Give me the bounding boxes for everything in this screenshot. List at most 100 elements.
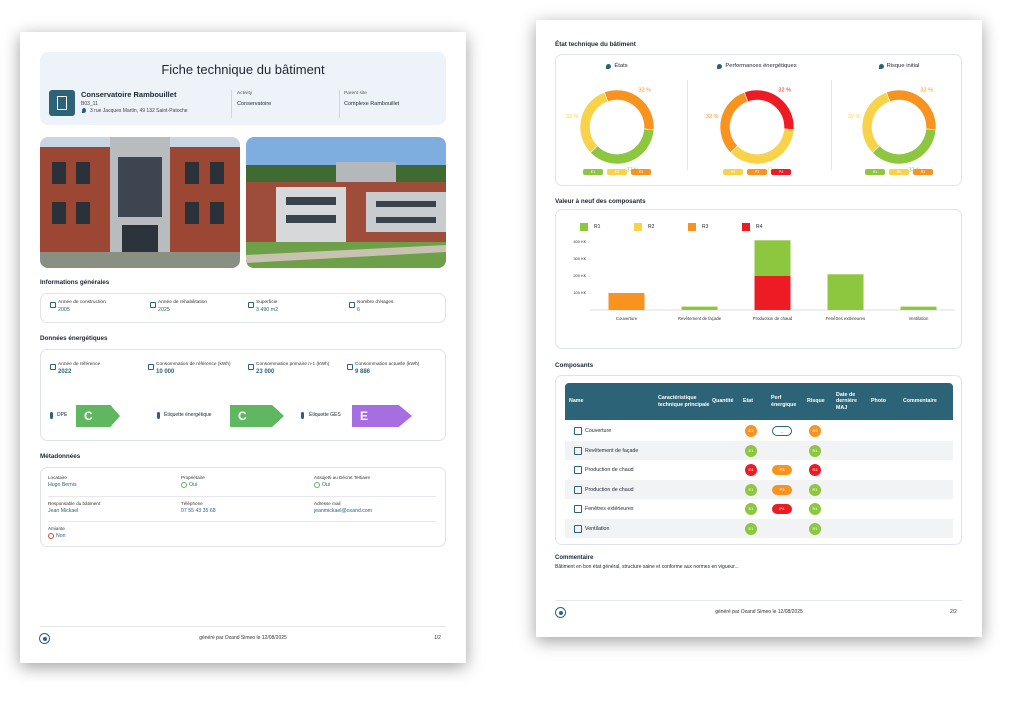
- legend-chip-label: R3: [920, 170, 926, 174]
- section-heading: Métadonnées: [40, 453, 81, 460]
- status-chip: E1: [745, 522, 757, 535]
- component-name: Revêtement de façade: [585, 447, 639, 454]
- meta-value: Non: [56, 533, 66, 539]
- section-box: [555, 375, 962, 545]
- status-chip-label: P3: [779, 467, 785, 472]
- activity-value: Conservatoire: [237, 101, 272, 107]
- section-heading: État technique du bâtiment: [555, 41, 636, 48]
- info-item: Consommation de référence (kWh) 10 000: [148, 362, 236, 375]
- legend-chip: E3: [631, 169, 651, 175]
- meta-label: Adresse mail: [314, 501, 341, 506]
- grade-label: Étiquette énergétique: [164, 412, 212, 418]
- info-item: Consommation primaire n-1 (kWh) 23 000: [248, 362, 336, 375]
- status-chip-label: R4: [812, 467, 818, 472]
- grade-icon: [301, 412, 304, 419]
- info-label: Consommation actuelle (kWh): [355, 362, 420, 367]
- column-header: Commentaire: [903, 398, 937, 405]
- info-icon: [50, 364, 56, 370]
- section-box: [40, 467, 446, 547]
- meta-value: Oui: [189, 482, 198, 488]
- donut-title: États: [557, 63, 677, 69]
- meta-label: Propriétaire: [181, 475, 205, 480]
- building-code: B03_11: [81, 101, 98, 107]
- legend-chip-label: E3: [638, 170, 644, 174]
- legend-label: R3: [702, 224, 709, 230]
- x-tick-label: Production de chaud: [752, 316, 793, 321]
- page-one: Fiche technique du bâtiment Conservatoire…: [20, 32, 466, 663]
- donut-segment: [579, 91, 609, 154]
- status-chip-label: --: [780, 429, 784, 434]
- page-two-graphics: 32 %37 %32 %32 %37 %32 %32 %37 %32 %100 …: [566, 88, 955, 311]
- document-title: Fiche technique du bâtiment: [161, 62, 325, 77]
- info-value: 2022: [58, 368, 72, 375]
- table-header: [565, 383, 953, 420]
- component-icon: [574, 524, 582, 533]
- status-chip: E1: [745, 483, 757, 496]
- donut-value-label: 32 %: [706, 114, 719, 120]
- section-heading: Composants: [555, 362, 594, 369]
- legend-swatch: [688, 223, 696, 231]
- icon-glyph: [57, 96, 67, 110]
- meta-label: Amiante: [48, 526, 65, 531]
- section-heading: Commentaire: [555, 555, 594, 561]
- column-header: Etat: [743, 398, 754, 405]
- meta-value: 07 55 43 35 68: [181, 508, 216, 514]
- column-header: Name: [569, 398, 584, 405]
- page-two: 32 %37 %32 %32 %37 %32 %32 %37 %32 %100 …: [536, 20, 982, 637]
- info-icon: [248, 302, 254, 308]
- donut-title-text: Risque initial: [886, 63, 920, 69]
- donut-title-icon: [717, 63, 723, 69]
- component-name: Production de chaud: [585, 467, 634, 473]
- campus-photo: [246, 137, 446, 268]
- grade-arrow: C: [76, 405, 120, 427]
- section-box: [555, 209, 962, 349]
- donut-value-label: 32 %: [848, 114, 861, 120]
- legend-chip: R3: [913, 169, 933, 175]
- table-row: [565, 460, 953, 480]
- info-value: 2025: [158, 306, 170, 313]
- info-item: Année de référence 2022: [50, 362, 138, 375]
- legend-chip-label: P2: [730, 170, 736, 174]
- legend-chip-label: P3: [754, 170, 760, 174]
- status-chip: R1: [809, 444, 821, 457]
- status-chip: E4: [745, 464, 757, 476]
- grade-label: Étiquette GES: [309, 412, 341, 418]
- footer-line: [40, 626, 446, 627]
- component-icon: [574, 505, 582, 513]
- footer-logo: [555, 607, 566, 618]
- meta-value: Jean Mickael: [48, 508, 79, 514]
- x-tick-label: Fenêtres extérieures: [825, 316, 866, 321]
- footer-page: 1/2: [434, 635, 441, 641]
- donut-title: Performances énergétiques: [697, 63, 817, 69]
- status-chip: R4: [809, 464, 821, 476]
- table-row: [565, 518, 953, 538]
- section-box: [40, 349, 446, 441]
- status-chip-label: E4: [748, 467, 754, 472]
- footer-logo: [39, 633, 50, 644]
- bar-segment: [608, 293, 645, 310]
- status-icon-check: [181, 482, 187, 488]
- footer-page: 2/2: [950, 609, 957, 615]
- building-icon: [49, 90, 75, 116]
- column-header: Date de dernière MAJ: [836, 391, 857, 411]
- donut-title: Risque initial: [839, 63, 959, 69]
- info-item: Superficie 3 490 m2: [248, 300, 336, 313]
- component-name: Ventilation: [585, 525, 610, 532]
- legend-chip: P3: [747, 169, 767, 175]
- status-icon-check: [314, 482, 320, 488]
- legend-chip-label: E1: [590, 170, 596, 174]
- legend-chip-label: R2: [896, 170, 902, 174]
- status-chip-label: R1: [812, 486, 818, 492]
- status-chip-label: E1: [748, 447, 754, 453]
- section-box: [40, 293, 446, 323]
- bar-segment: [681, 306, 718, 310]
- status-chip: R1: [809, 522, 821, 535]
- donut-value-label: 32 %: [566, 114, 579, 120]
- status-chip-label: P3: [779, 486, 785, 492]
- info-value: 23 000: [256, 368, 275, 375]
- comment-text: Bâtiment en bon état général, structure …: [555, 564, 739, 570]
- y-tick-label: 300 K€: [573, 256, 586, 261]
- info-label: Superficie: [256, 300, 278, 305]
- legend-chip: P4: [771, 169, 791, 175]
- status-chip-label: R1: [812, 447, 818, 453]
